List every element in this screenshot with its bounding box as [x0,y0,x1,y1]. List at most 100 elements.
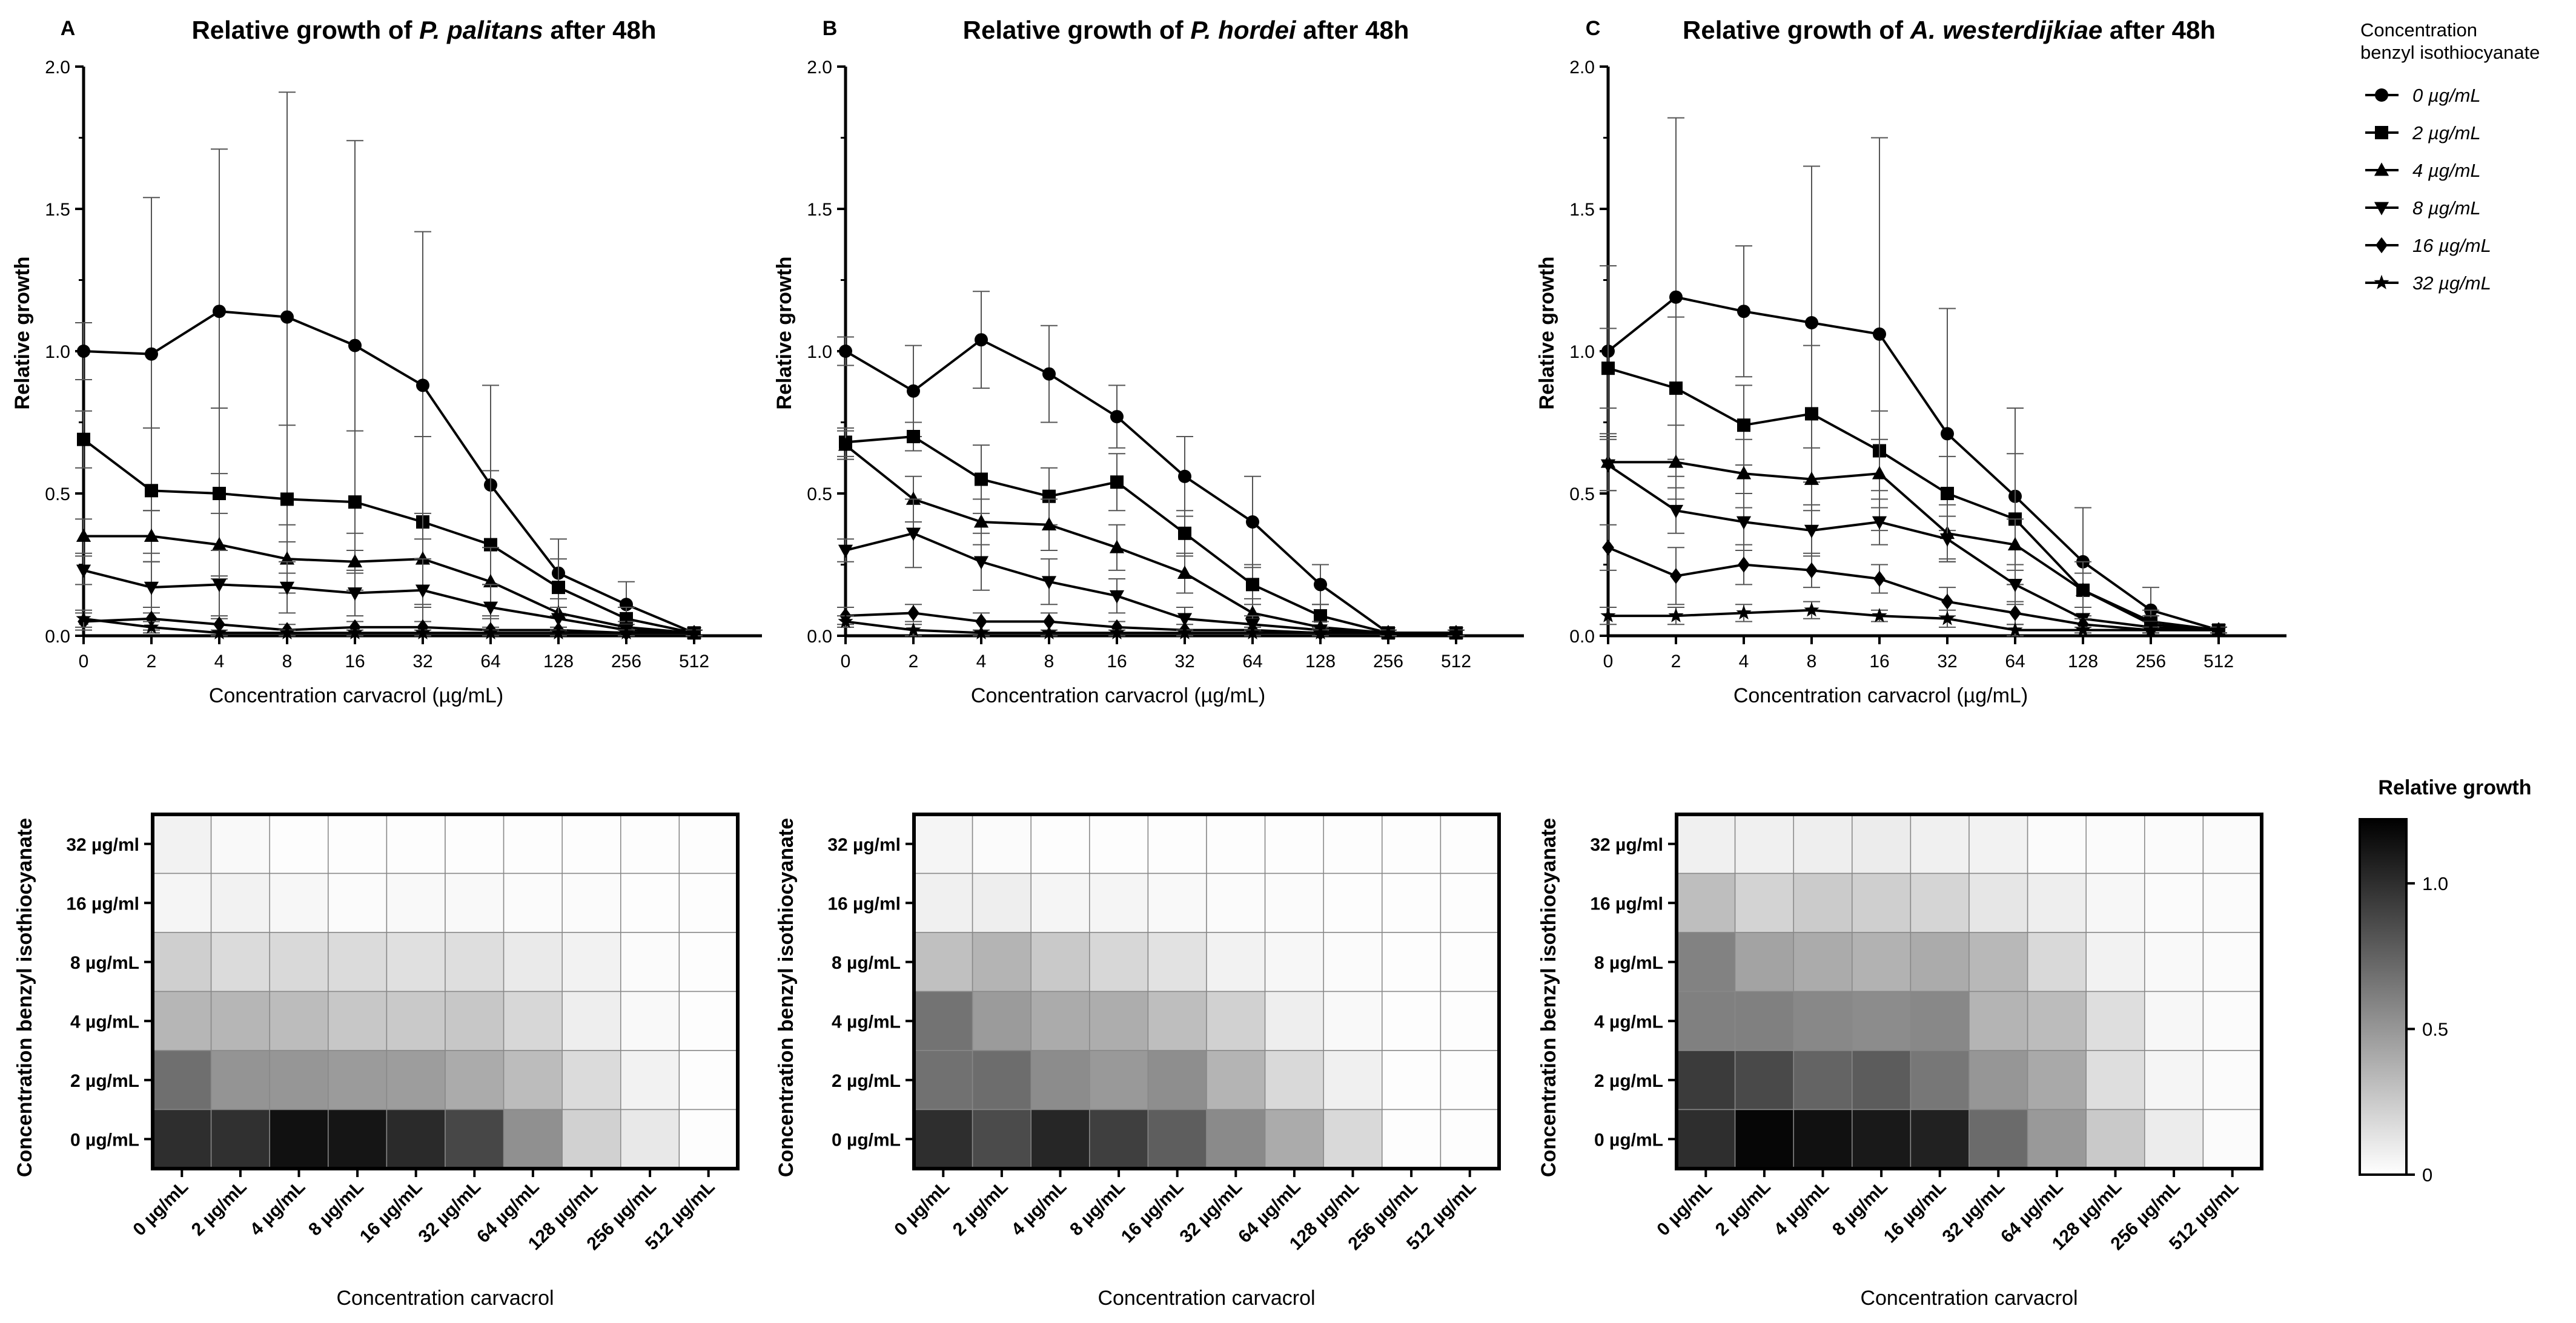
data-point [906,527,921,541]
data-point [838,544,853,558]
heatmap-cell [445,873,505,933]
heatmap-cell [972,1050,1031,1110]
x-tick-label: 16 [345,652,365,671]
y-tick-label: 2.0 [807,58,832,78]
x-tick-label: 256 [2136,652,2166,671]
heatmap-cell [445,991,505,1051]
heatmap-cell [1089,1109,1149,1169]
data-point [1736,605,1752,620]
heatmap-cell [2144,814,2204,874]
heatmap-cell [1734,1050,1794,1110]
data-point [211,625,227,639]
chart-title-suffix: after 48h [1296,16,1409,44]
chart-title-prefix: Relative growth of [191,16,419,44]
heatmap-cell [1676,1050,1736,1110]
data-point [907,430,920,443]
heatmap-cell [1206,1109,1266,1169]
y-axis-label: Relative growth [773,256,796,409]
data-point [211,536,227,550]
data-point [483,625,498,639]
x-tick-label: 8 [1807,652,1817,671]
heatmap-cell [1089,932,1149,992]
heatmap-cell [561,873,621,933]
heatmap-cell [1968,1050,2028,1110]
data-point [2075,582,2091,596]
heatmap-cell [1910,1109,1970,1169]
heatmap-frame [912,813,1501,1170]
x-tick-label: 128 [1305,652,1336,671]
heatmap-cell [1382,1109,1442,1169]
x-tick-label: 4 µg/mL [1008,1177,1071,1240]
heatmap-cell [1089,1050,1149,1110]
x-tick-label: 0 [841,652,851,671]
data-point [211,579,227,593]
series-1 [75,407,703,640]
heatmap-cell [1089,873,1149,933]
data-point [1939,610,1955,625]
heatmap-cell [913,991,973,1051]
line-chart-C: C Relative growth of A. westerdijkiae aft… [1535,16,2286,707]
heatmap-cell [152,991,212,1051]
heatmap-cell [1323,814,1383,874]
heatmap-cell [2085,1050,2145,1110]
legend-marker [2374,202,2389,216]
series-0 [75,91,703,640]
heatmap-cell [2085,1109,2145,1169]
data-point [973,625,989,639]
data-point [1380,625,1396,639]
heatmap-frame [1675,813,2263,1170]
x-tick-label: 2 [909,652,919,671]
heatmap-cell [1968,932,2028,992]
y-tick-label: 0.0 [807,627,832,647]
series-0 [837,291,1465,640]
data-point [907,605,919,621]
heatmap-cell [445,1109,505,1169]
legend-marker [2374,162,2389,176]
chart-title-species: P. hordei [1190,16,1297,44]
series-1 [1600,316,2227,637]
data-point [1668,504,1684,518]
y-tick-label: 1.0 [1569,342,1595,362]
heatmap-cell [1147,1109,1207,1169]
chart-title-prefix: Relative growth of [1683,16,1910,44]
legend-label: 32 µg/mL [2412,272,2491,294]
series-line [1607,464,2219,632]
legend-label: 16 µg/mL [2412,235,2491,256]
data-point [1668,454,1684,468]
data-point [1178,469,1191,483]
heatmap-cell [561,991,621,1051]
data-point [1177,625,1193,639]
heatmap-cell [152,932,212,992]
data-point [415,625,431,639]
data-point [144,528,159,542]
heatmap-cell [1264,814,1324,874]
heatmap-cell [561,1109,621,1169]
data-point [279,581,295,595]
legend-label: 2 µg/mL [2412,122,2481,144]
data-point [1246,578,1259,592]
data-point [77,345,90,358]
x-tick-label: 32 [1937,652,1957,671]
data-point [1805,316,1818,329]
data-point [907,384,920,398]
heatmap-cell [1382,873,1442,933]
data-point [1669,381,1683,395]
y-tick-label: 0 µg/mL [832,1130,901,1150]
x-axis-label: Concentration carvacrol (µg/mL) [971,684,1265,707]
data-point [906,622,921,637]
data-point [2075,622,2091,637]
x-tick-label: 32 µg/mL [1939,1177,2009,1247]
heatmap-cell [913,814,973,874]
series-line [84,535,695,635]
data-point [1939,533,1955,547]
data-point [1736,466,1752,480]
heatmap-cell [1852,1109,1912,1169]
heatmap-cell [2202,1109,2262,1169]
heatmap-cell [1206,1050,1266,1110]
heatmap-cell [913,1050,973,1110]
data-point [1737,418,1750,432]
y-axis-label: Relative growth [1535,256,1558,409]
heatmap-cell [561,932,621,992]
